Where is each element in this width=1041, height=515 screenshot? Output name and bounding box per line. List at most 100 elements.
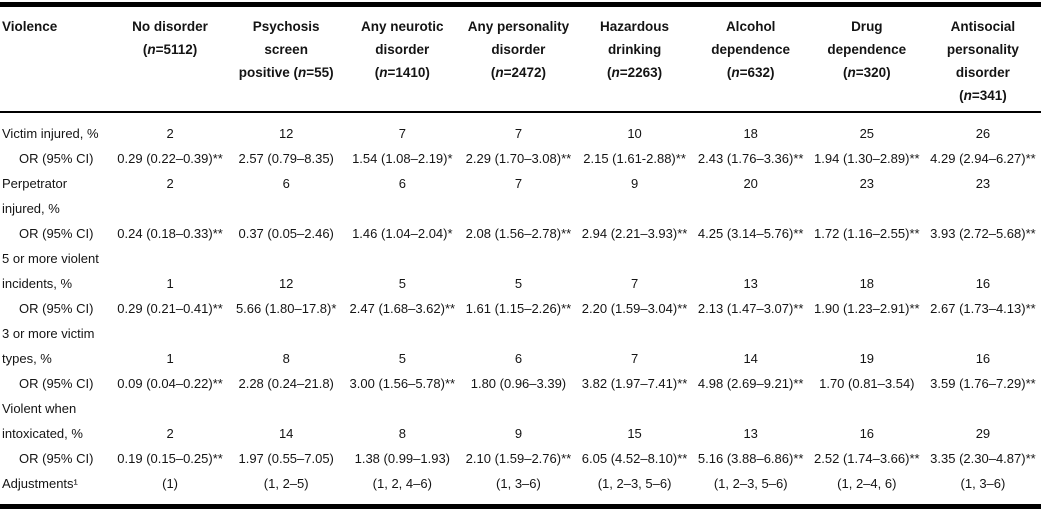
data-cell <box>693 321 809 346</box>
data-cell: 2.28 (0.24–21.8) <box>238 376 334 391</box>
data-cell: 14 <box>278 426 294 441</box>
data-cell: 2 <box>166 126 174 141</box>
data-cell: 6.05 (4.52–8.10)** <box>581 451 688 466</box>
data-cell: 4.98 (2.69–9.21)** <box>697 376 804 391</box>
table-top-border <box>0 2 1041 7</box>
data-cell <box>112 196 228 221</box>
data-cell: (1, 2–3, 5–6) <box>713 476 788 491</box>
table-body: Victim injured, % 2 12 7 7 10 18 25 26 OR (95% CI… <box>0 112 1041 504</box>
row-label: incidents, % <box>2 276 73 291</box>
data-cell: 7 <box>514 126 523 141</box>
data-cell: 7 <box>630 276 639 291</box>
data-cell: 14 <box>743 351 758 366</box>
data-cell: 6 <box>282 176 290 191</box>
table-row-11: Violent when <box>0 396 1041 421</box>
data-cell: 3.35 (2.30–4.87)** <box>930 451 1036 466</box>
row-label: types, % <box>2 351 52 366</box>
data-cell <box>112 396 228 421</box>
table-row-6: incidents, % 1 12 5 5 7 13 18 16 <box>0 271 1041 296</box>
row-label: 5 or more violent <box>2 251 99 266</box>
data-cell: 0.29 (0.21–0.41)** <box>117 301 223 316</box>
data-cell: 12 <box>278 276 294 291</box>
data-cell <box>693 396 809 421</box>
data-cell: (1, 3–6) <box>960 476 1006 491</box>
data-cell <box>228 321 344 346</box>
row-label: OR (95% CI) <box>19 226 94 241</box>
data-cell: 18 <box>859 276 875 291</box>
column-header-2: Psychosis screen positive (n=55) <box>228 7 345 113</box>
data-cell: 2.13 (1.47–3.07)** <box>697 301 804 316</box>
data-cell: 1.94 (1.30–2.89)** <box>814 151 920 166</box>
data-cell <box>344 196 460 221</box>
data-cell <box>693 196 809 221</box>
column-header-5: Hazardous drinking (n=2263) <box>576 7 693 113</box>
table-row-0: Victim injured, % 2 12 7 7 10 18 25 26 <box>0 112 1041 146</box>
data-cell: 0.29 (0.22–0.39)** <box>117 151 223 166</box>
data-cell: 12 <box>278 126 294 141</box>
row-label: injured, % <box>2 201 60 216</box>
data-cell <box>925 196 1041 221</box>
data-cell: 2.47 (1.68–3.62)** <box>349 301 456 316</box>
data-cell: 2 <box>166 176 174 191</box>
data-cell: 2.10 (1.59–2.76)** <box>465 451 572 466</box>
data-cell: 1.61 (1.15–2.26)** <box>465 301 572 316</box>
data-cell: 4.29 (2.94–6.27)** <box>930 151 1036 166</box>
data-cell: 29 <box>975 426 991 441</box>
row-label: OR (95% CI) <box>19 301 94 316</box>
row-label: Adjustments¹ <box>2 476 78 491</box>
data-cell: 9 <box>630 176 639 191</box>
data-cell: (1, 2, 4–6) <box>372 476 432 491</box>
data-cell <box>577 321 693 346</box>
data-cell: 1.70 (0.81–3.54) <box>819 376 915 391</box>
data-cell: 19 <box>859 351 875 366</box>
data-cell: (1, 2–5) <box>263 476 309 491</box>
data-cell <box>460 196 576 221</box>
data-cell: 7 <box>398 126 406 141</box>
table-row-12: intoxicated, % 2 14 8 9 15 13 16 29 <box>0 421 1041 446</box>
data-cell: 6 <box>398 176 406 191</box>
table-row-10: OR (95% CI) 0.09 (0.04–0.22)** 2.28 (0.24–… <box>0 371 1041 396</box>
data-cell <box>577 246 693 271</box>
column-header-violence: Violence <box>0 7 112 113</box>
row-label: OR (95% CI) <box>19 151 94 166</box>
violence-odds-ratio-table: Violence No disorder (n=5112) Psychosis scr… <box>0 7 1041 504</box>
data-cell: 2.57 (0.79–8.35) <box>238 151 334 166</box>
data-cell: 2.08 (1.56–2.78)** <box>465 226 572 241</box>
data-cell <box>344 246 460 271</box>
data-cell: 3.59 (1.76–7.29)** <box>930 376 1036 391</box>
data-cell <box>228 196 344 221</box>
row-label: Violent when <box>2 401 77 416</box>
table-row-2: Perpetrator 2 6 6 7 9 20 23 23 <box>0 171 1041 196</box>
table-row-4: OR (95% CI) 0.24 (0.18–0.33)** 0.37 (0.05–… <box>0 221 1041 246</box>
data-cell: 23 <box>975 176 991 191</box>
data-cell: 7 <box>630 351 639 366</box>
data-cell: 1.97 (0.55–7.05) <box>238 451 334 466</box>
data-cell: 0.24 (0.18–0.33)** <box>117 226 223 241</box>
column-header-1: No disorder (n=5112) <box>112 7 229 113</box>
data-cell: 16 <box>859 426 875 441</box>
data-cell <box>228 246 344 271</box>
data-cell <box>228 396 344 421</box>
table-row-8: 3 or more victim <box>0 321 1041 346</box>
row-label: Victim injured, % <box>2 126 99 141</box>
data-cell: 1.90 (1.23–2.91)** <box>814 301 920 316</box>
data-cell: 2.43 (1.76–3.36)** <box>697 151 804 166</box>
table-row-1: OR (95% CI) 0.29 (0.22–0.39)** 2.57 (0.79–… <box>0 146 1041 171</box>
data-cell: 16 <box>975 276 991 291</box>
table-row-13: OR (95% CI) 0.19 (0.15–0.25)** 1.97 (0.55–… <box>0 446 1041 471</box>
data-cell: 16 <box>975 351 991 366</box>
data-cell <box>925 321 1041 346</box>
data-cell: 3.93 (2.72–5.68)** <box>930 226 1036 241</box>
data-cell: 3.82 (1.97–7.41)** <box>581 376 688 391</box>
row-label: OR (95% CI) <box>19 451 94 466</box>
data-cell: 5 <box>514 276 523 291</box>
data-cell: 7 <box>514 176 523 191</box>
data-cell: 20 <box>743 176 758 191</box>
data-cell: 1.80 (0.96–3.39) <box>470 376 567 391</box>
data-cell <box>460 396 576 421</box>
column-header-6: Alcohol dependence (n=632) <box>692 7 809 113</box>
data-cell: 26 <box>975 126 991 141</box>
row-label: intoxicated, % <box>2 426 83 441</box>
data-cell: 15 <box>627 426 642 441</box>
